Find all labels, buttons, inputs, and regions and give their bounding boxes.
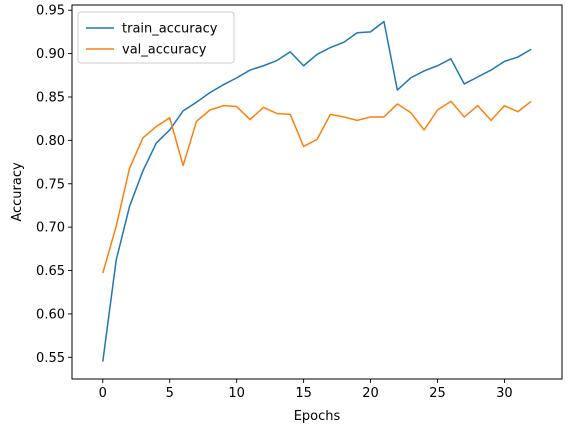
x-tick-label: 15 <box>295 386 312 401</box>
legend-label-val-accuracy: val_accuracy <box>122 43 207 58</box>
y-tick-label: 0.70 <box>36 221 65 236</box>
x-tick-label: 5 <box>166 386 174 401</box>
y-tick-label: 0.90 <box>36 47 65 62</box>
x-tick-label: 30 <box>496 386 513 401</box>
axes-frame <box>71 4 563 380</box>
x-tick-label: 25 <box>429 386 446 401</box>
x-tick-label: 10 <box>228 386 245 401</box>
y-axis-title: Accuracy <box>10 162 25 222</box>
series-line-val-accuracy <box>102 100 532 274</box>
legend-label-train-accuracy: train_accuracy <box>122 22 218 37</box>
legend-box <box>77 11 235 64</box>
y-tick-label: 0.75 <box>36 177 65 192</box>
legend: train_accuracy val_accuracy <box>77 11 235 64</box>
x-axis-title: Epochs <box>294 409 341 424</box>
y-tick-label: 0.80 <box>36 134 65 149</box>
y-tick-label: 0.85 <box>36 90 65 105</box>
axis-ticks: 0 5 10 15 20 25 30 0.55 0.60 0.65 0.70 0.75 0.80 0.85… <box>36 4 513 401</box>
y-tick-label: 0.55 <box>36 351 65 366</box>
x-tick-label: 20 <box>362 386 379 401</box>
plot-area <box>71 4 563 380</box>
y-tick-label: 0.60 <box>36 307 65 322</box>
y-tick-label: 0.65 <box>36 264 65 279</box>
x-tick-label: 0 <box>99 386 107 401</box>
y-tick-label: 0.95 <box>36 4 65 19</box>
series-line-train-accuracy <box>102 20 532 362</box>
